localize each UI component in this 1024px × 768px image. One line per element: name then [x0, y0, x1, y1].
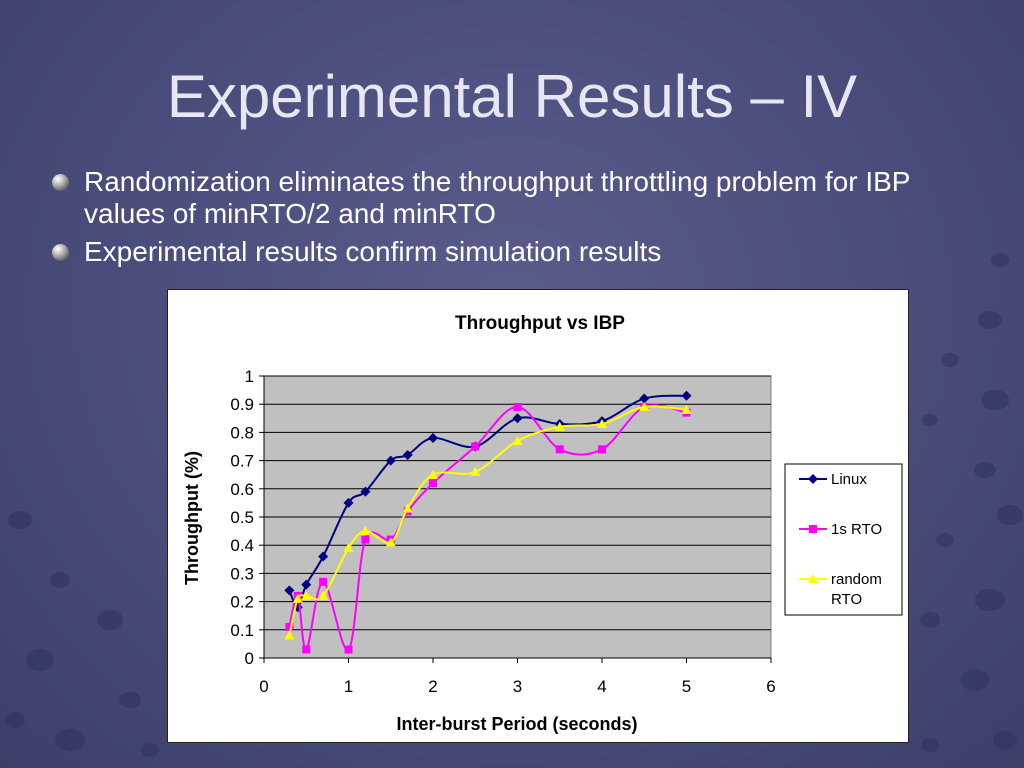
data-point	[681, 404, 692, 414]
sphere-bullet-icon	[52, 174, 69, 191]
y-tick-label: 0.3	[230, 564, 254, 583]
data-point	[319, 577, 328, 586]
data-point	[292, 593, 303, 603]
y-tick-label: 0.4	[230, 536, 254, 555]
data-point	[471, 442, 480, 451]
data-point	[284, 630, 295, 640]
legend-box	[784, 463, 903, 616]
bullet-text: Experimental results confirm simulation …	[84, 236, 662, 267]
data-point	[301, 590, 312, 600]
legend-label: 1s RTO	[831, 521, 882, 538]
legend-swatch-marker	[809, 525, 817, 533]
y-tick-label: 1	[245, 367, 254, 386]
data-point	[360, 486, 371, 497]
y-tick-label: 0.6	[230, 480, 254, 499]
data-point	[284, 585, 295, 596]
y-tick-label: 0.7	[230, 452, 254, 471]
y-tick-label: 0.9	[230, 395, 254, 414]
y-tick-label: 0.8	[230, 423, 254, 442]
x-tick-label: 4	[597, 677, 606, 696]
y-tick-label: 0.2	[230, 593, 254, 612]
x-tick-label: 0	[259, 677, 268, 696]
data-point	[555, 445, 564, 454]
data-point	[639, 393, 650, 404]
data-point	[360, 526, 371, 536]
data-point	[402, 503, 413, 513]
x-tick-label: 1	[344, 677, 353, 696]
chart-title: Throughput vs IBP	[455, 313, 625, 334]
slide-title: Experimental Results – IV	[166, 63, 858, 130]
data-point	[302, 645, 311, 654]
data-point	[343, 543, 354, 553]
legend-label-cont: RTO	[831, 591, 862, 608]
chart-container: Throughput vs IBP 0 0.1 0.2 0.3 0.4 0.5 0.6 0.7…	[167, 289, 909, 743]
legend-swatch-marker	[808, 474, 818, 484]
data-point	[598, 445, 606, 454]
y-tick-label: 0.5	[230, 508, 254, 527]
data-point	[385, 455, 396, 466]
legend-swatch-marker	[808, 574, 818, 583]
data-point	[428, 433, 438, 444]
bullet-list: Randomization eliminates the throughput …	[46, 166, 996, 274]
data-point	[318, 590, 329, 600]
y-tick-label: 0.1	[230, 621, 254, 640]
data-point	[318, 551, 329, 562]
data-point	[513, 403, 522, 412]
data-point	[512, 435, 523, 445]
x-tick-label: 2	[428, 677, 437, 696]
sphere-bullet-icon	[52, 244, 69, 261]
data-point	[470, 466, 481, 476]
legend-label: Linux	[831, 471, 867, 488]
throughput-chart: Throughput vs IBP 0 0.1 0.2 0.3 0.4 0.5 0.6 0.7…	[182, 313, 903, 734]
data-point	[344, 645, 353, 654]
x-tick-label: 6	[766, 677, 775, 696]
series-random-rto	[284, 402, 692, 640]
y-axis-title: Throughput (%)	[182, 451, 202, 585]
data-point	[343, 497, 354, 508]
data-point	[385, 537, 396, 547]
bullet-item: Experimental results confirm simulation …	[46, 236, 996, 268]
data-point	[681, 390, 692, 401]
data-point	[361, 535, 370, 544]
data-point	[597, 418, 607, 428]
data-point	[639, 402, 650, 412]
data-point	[285, 622, 294, 631]
data-point	[429, 479, 437, 488]
x-tick-label: 5	[682, 677, 691, 696]
bullet-item: Randomization eliminates the throughput …	[46, 166, 996, 230]
data-point	[512, 413, 523, 424]
legend-label: random	[831, 571, 882, 588]
bullet-text: Randomization eliminates the throughput …	[84, 166, 910, 229]
data-point	[301, 579, 312, 590]
x-axis-title: Inter-burst Period (seconds)	[396, 714, 637, 734]
data-point	[554, 421, 565, 431]
data-point	[402, 449, 413, 460]
y-tick-label: 0	[245, 649, 254, 668]
x-tick-label: 3	[513, 677, 522, 696]
data-point	[428, 469, 438, 479]
